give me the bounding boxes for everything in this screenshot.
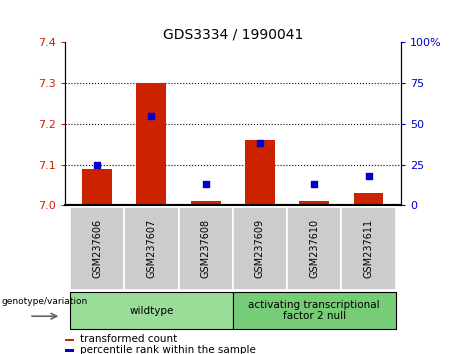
- Text: wildtype: wildtype: [129, 306, 174, 316]
- Bar: [354, 193, 384, 205]
- Bar: [245, 140, 275, 205]
- Bar: [124, 207, 178, 290]
- Point: [256, 141, 264, 146]
- Text: genotype/variation: genotype/variation: [1, 297, 88, 306]
- Bar: [287, 207, 341, 290]
- Bar: [233, 207, 287, 290]
- Text: GSM237609: GSM237609: [255, 219, 265, 278]
- Point: [202, 181, 209, 187]
- Text: GSM237611: GSM237611: [364, 219, 373, 278]
- Bar: [341, 207, 396, 290]
- Title: GDS3334 / 1990041: GDS3334 / 1990041: [163, 27, 303, 41]
- Text: GSM237607: GSM237607: [147, 219, 156, 278]
- Point: [148, 113, 155, 119]
- Text: percentile rank within the sample: percentile rank within the sample: [80, 345, 255, 354]
- Point: [311, 181, 318, 187]
- Text: activating transcriptional
factor 2 null: activating transcriptional factor 2 null: [248, 300, 380, 321]
- Bar: [136, 83, 166, 205]
- Bar: [178, 207, 233, 290]
- Bar: [191, 201, 221, 205]
- Bar: [65, 339, 74, 341]
- Text: GSM237610: GSM237610: [309, 219, 319, 278]
- Point: [365, 173, 372, 179]
- Point: [94, 162, 101, 167]
- Bar: [65, 349, 74, 352]
- Bar: [299, 201, 329, 205]
- Text: transformed count: transformed count: [80, 334, 177, 344]
- Text: GSM237608: GSM237608: [201, 219, 211, 278]
- Bar: [233, 292, 396, 329]
- Bar: [70, 292, 233, 329]
- Text: GSM237606: GSM237606: [92, 219, 102, 278]
- Bar: [70, 207, 124, 290]
- Bar: [82, 169, 112, 205]
